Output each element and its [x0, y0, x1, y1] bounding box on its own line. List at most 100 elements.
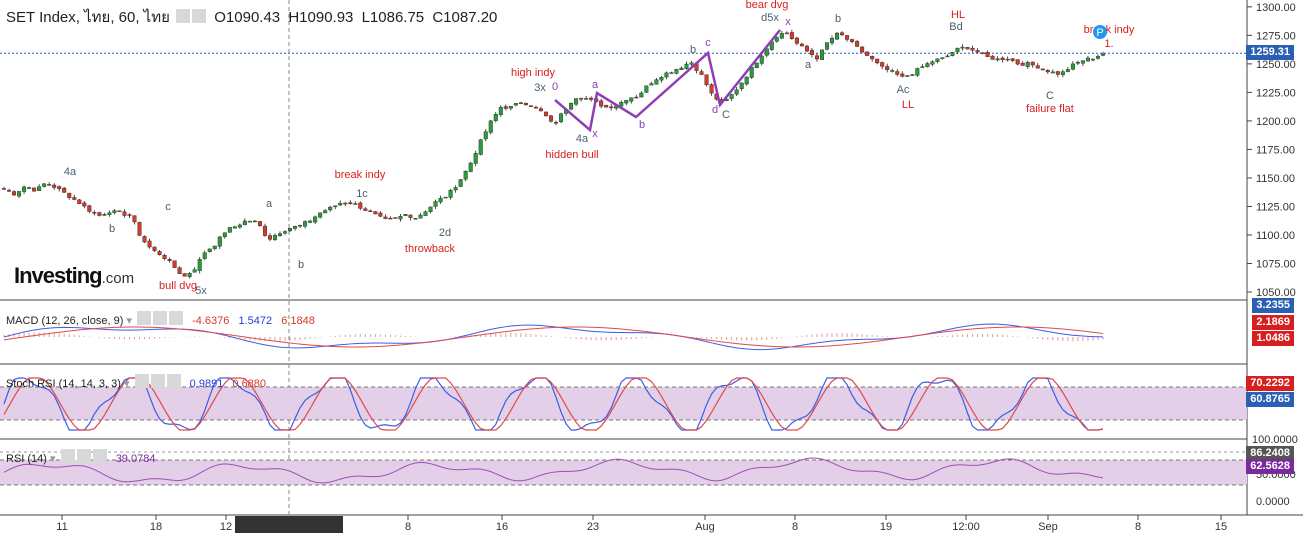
candle-body	[72, 197, 77, 200]
chart-annotation: c	[705, 37, 711, 49]
candle-body	[513, 103, 518, 106]
candle-body	[905, 75, 910, 77]
candle-body	[278, 233, 283, 237]
candle-body	[7, 189, 12, 192]
candle-body	[584, 98, 589, 100]
candle-body	[920, 66, 925, 68]
candle-body	[809, 49, 814, 55]
chart-annotation: x	[592, 128, 598, 140]
candle-body	[393, 217, 398, 219]
rsi-title[interactable]: RSI (14)	[6, 453, 47, 465]
symbol-title[interactable]: SET Index, ไทย, 60, ไทย	[6, 9, 170, 26]
candle-body	[1080, 60, 1085, 64]
candle-body	[87, 205, 92, 212]
y-tick-label: 1275.00	[1256, 30, 1296, 42]
candle-body	[940, 57, 945, 59]
stoch-title[interactable]: Stoch RSI (14, 14, 3, 3)	[6, 378, 121, 390]
y-tick-label: 1150.00	[1256, 173, 1295, 185]
candle-body	[1015, 59, 1020, 65]
macd-legend: MACD (12, 26, close, 9) ▾ -4.6376 1.5472…	[6, 311, 315, 327]
y-tick-label: 1125.00	[1256, 201, 1295, 213]
candle-body	[664, 72, 669, 78]
candle-body	[970, 47, 975, 51]
candle-body	[1100, 53, 1105, 56]
close-icon[interactable]	[166, 374, 181, 388]
chart-annotation: high indy	[511, 67, 556, 79]
candle-body	[855, 41, 860, 47]
candle-body	[152, 246, 157, 251]
candle-body	[498, 107, 503, 115]
candle-body	[172, 260, 177, 268]
x-tick-label: 12	[220, 521, 232, 533]
candle-body	[252, 220, 257, 223]
candle-body	[473, 153, 478, 164]
stoch-k-value: 0.9891	[189, 378, 224, 390]
candle-body	[744, 76, 749, 85]
candle-body	[137, 222, 142, 236]
candle-body	[112, 210, 117, 213]
candle-body	[609, 106, 614, 109]
candle-body	[659, 76, 664, 81]
stoch-d-value: 0.6880	[232, 378, 267, 390]
last-price-badge: 1259.31	[1246, 45, 1294, 60]
candle-body	[543, 111, 548, 117]
candle-body	[157, 251, 162, 255]
candle-body	[288, 228, 293, 231]
candle-body	[167, 259, 172, 261]
candle-body	[358, 202, 363, 209]
candle-body	[1010, 58, 1015, 61]
macd-badge-3: 1.0486	[1252, 331, 1294, 346]
candle-body	[734, 89, 739, 95]
y-tick-label: 1300.00	[1256, 2, 1296, 14]
candle-body	[132, 215, 137, 223]
gear-icon[interactable]	[192, 9, 207, 23]
investing-logo: Investing.com	[14, 263, 134, 289]
candle-body	[679, 67, 684, 71]
chart-annotation: 4a	[64, 166, 77, 178]
candle-body	[980, 52, 985, 54]
y-tick-label: 1200.00	[1256, 116, 1296, 128]
candle-body	[1095, 56, 1100, 59]
rsi-line	[3, 457, 1104, 484]
gear-icon[interactable]	[76, 449, 91, 463]
candle-body	[42, 183, 47, 187]
chart-annotation: d	[712, 104, 718, 116]
gear-icon[interactable]	[153, 311, 168, 325]
gear-icon[interactable]	[150, 374, 165, 388]
candle-body	[373, 211, 378, 215]
stoch-k-badge: 60.8765	[1246, 392, 1294, 407]
chart-annotation: bear dvg	[746, 0, 789, 11]
candle-body	[57, 186, 62, 189]
macd-title[interactable]: MACD (12, 26, close, 9)	[6, 315, 124, 327]
candle-body	[1050, 71, 1055, 74]
candle-body	[32, 187, 37, 192]
low-value: 1086.75	[369, 9, 425, 26]
eye-icon[interactable]	[60, 449, 75, 463]
candle-body	[985, 52, 990, 57]
candle-body	[37, 186, 42, 191]
candle-body	[589, 97, 594, 100]
x-tick-label: Aug	[695, 521, 715, 533]
close-icon[interactable]	[92, 449, 107, 463]
eye-icon[interactable]	[134, 374, 149, 388]
candle-body	[242, 220, 247, 226]
candle-body	[303, 221, 308, 227]
candle-body	[433, 201, 438, 207]
candle-body	[538, 108, 543, 112]
candle-body	[1035, 65, 1040, 69]
candle-body	[443, 196, 448, 199]
candle-body	[348, 202, 353, 204]
eye-icon[interactable]	[176, 9, 191, 23]
candle-body	[885, 66, 890, 70]
candle-body	[915, 68, 920, 76]
candle-body	[77, 199, 82, 204]
chart-annotation: c	[165, 201, 171, 213]
candle-body	[338, 202, 343, 206]
candle-body	[142, 236, 147, 243]
chart-annotation: b	[835, 13, 841, 25]
eye-icon[interactable]	[137, 311, 152, 325]
candle-body	[418, 214, 423, 219]
close-icon[interactable]	[169, 311, 184, 325]
candle-body	[318, 212, 323, 218]
